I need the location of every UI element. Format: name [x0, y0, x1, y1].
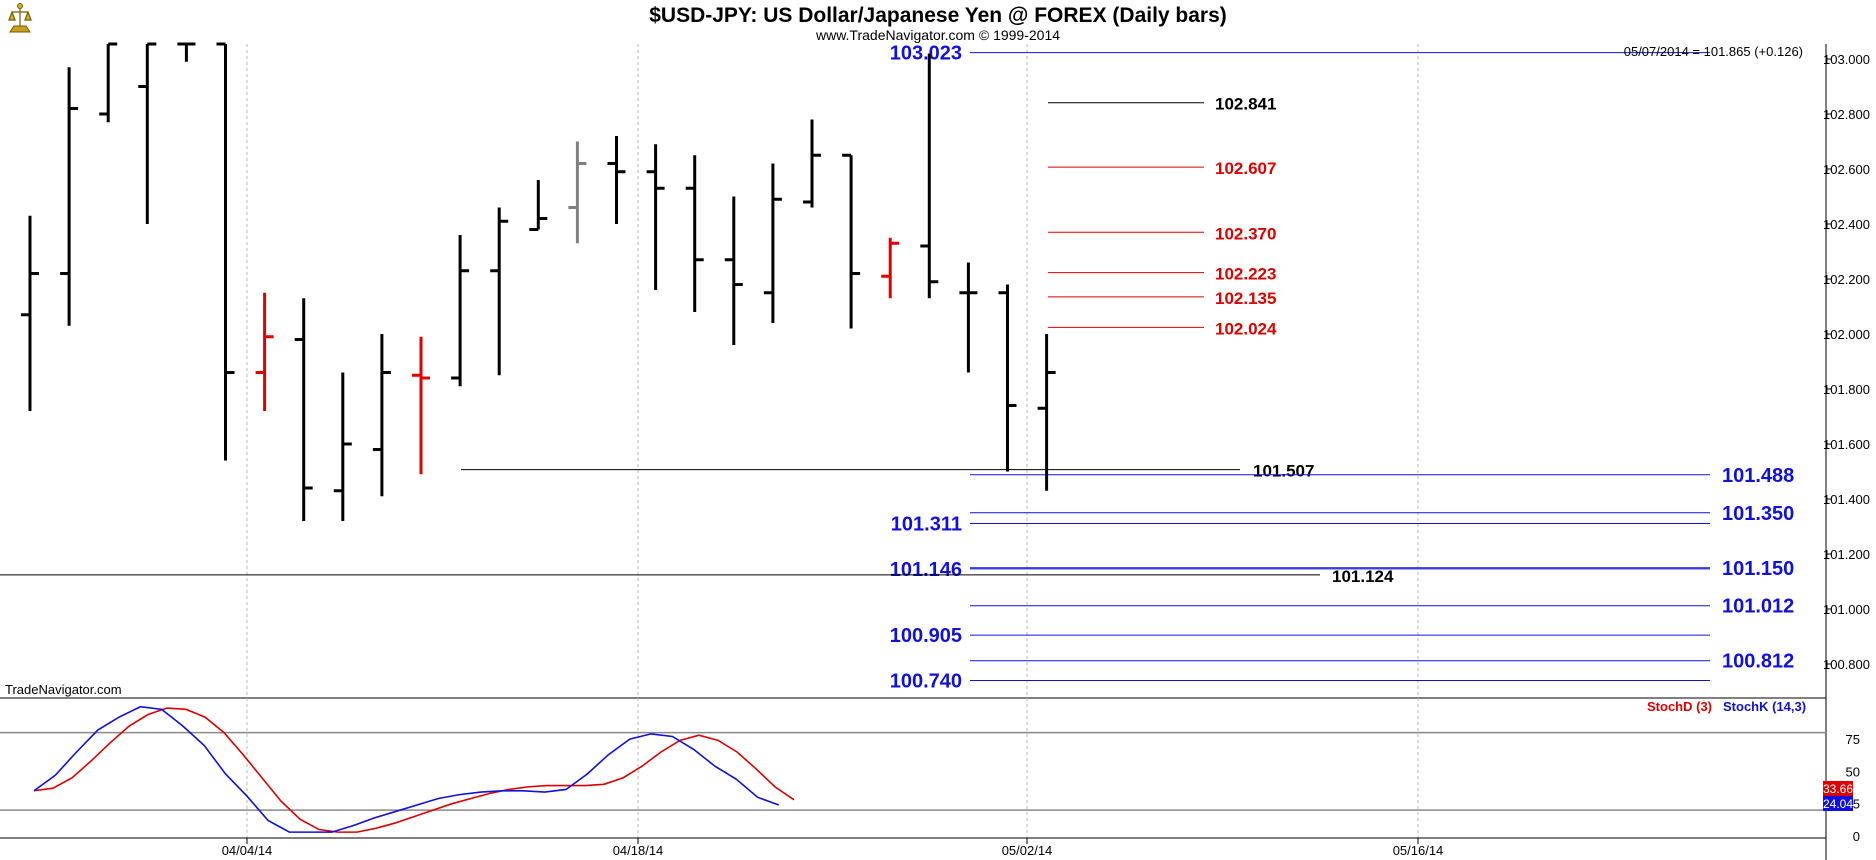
level-label: 102.607: [1215, 159, 1276, 178]
ohlc-bar: [1037, 334, 1056, 491]
level-label: 100.905: [890, 625, 962, 647]
stochk-line: [33, 705, 780, 833]
ohlc-bar: [99, 42, 118, 123]
ohlc-bar: [21, 215, 39, 411]
y-tick-label: 102.000: [1823, 327, 1870, 342]
stochastic-grid: [0, 698, 1826, 836]
price-levels: 103.023 102.841 102.607 102.370 102.223 102.1…: [0, 43, 1794, 693]
stochastic-panel: 7550250 StochD (3) StochK (14,3) 33.66 2…: [0, 697, 1860, 844]
level-label: 102.135: [1215, 289, 1276, 308]
y-tick-label: 102.200: [1823, 272, 1870, 287]
y-tick-label: 101.800: [1823, 382, 1870, 397]
level-label: 102.841: [1215, 95, 1276, 114]
y-tick-label: 100.800: [1823, 657, 1870, 672]
y-tick-label: 102.800: [1823, 107, 1870, 122]
level-label: 102.223: [1215, 265, 1276, 284]
y-tick-label: 102.400: [1823, 217, 1870, 232]
y-tick-label: 103.000: [1823, 52, 1870, 67]
ohlc-bar: [372, 334, 391, 497]
badge-stochk: 24.04: [1823, 796, 1853, 811]
ohlc-bar: [294, 298, 313, 521]
x-tick-label: 05/02/14: [1002, 843, 1053, 858]
level-label: 100.812: [1722, 651, 1794, 673]
header: $USD-JPY: US Dollar/Japanese Yen @ FOREX…: [6, 2, 1227, 43]
level-label: 101.488: [1722, 465, 1794, 487]
legend-stochk: StochK (14,3): [1723, 699, 1806, 714]
legend-stochd: StochD (3): [1647, 699, 1712, 714]
ohlc-bar: [451, 235, 470, 387]
level-label: 101.124: [1332, 567, 1394, 586]
ohlc-bar: [333, 372, 352, 521]
stochd-line: [33, 707, 795, 833]
ohlc-bar: [803, 119, 821, 208]
ohlc-bar: [881, 237, 900, 299]
x-tick-label: 04/04/14: [222, 843, 273, 858]
badge-stochk-value: 24.04: [1823, 797, 1853, 811]
badge-stochd: 33.66: [1823, 781, 1853, 796]
ohlc-bar: [959, 262, 978, 373]
y-tick-label: 101.400: [1823, 492, 1870, 507]
level-label: 103.023: [890, 43, 962, 65]
level-label: 102.370: [1215, 224, 1276, 243]
last-quote: 05/07/2014 = 101.865 (+0.126): [1624, 44, 1803, 59]
level-label: 101.311: [891, 513, 962, 535]
stoch-tick-label: 75: [1846, 732, 1860, 747]
ohlc-bar: [998, 284, 1017, 472]
y-tick-label: 101.000: [1823, 602, 1870, 617]
ohlc-bar: [60, 67, 79, 326]
x-tick-label: 05/16/14: [1393, 843, 1444, 858]
x-tick-label: 04/18/14: [613, 843, 664, 858]
ohlc-bar: [763, 163, 782, 323]
ohlc-bar: [568, 141, 587, 244]
badge-stochd-value: 33.66: [1823, 782, 1853, 796]
ohlc-bar: [646, 144, 665, 290]
level-label: 101.146: [890, 559, 962, 581]
chart-subtitle: www.TradeNavigator.com © 1999-2014: [815, 27, 1060, 43]
level-label: 101.150: [1722, 558, 1794, 580]
ohlc-bars: [21, 42, 1056, 521]
watermark: TradeNavigator.com: [5, 682, 122, 697]
chart-title: $USD-JPY: US Dollar/Japanese Yen @ FOREX…: [649, 4, 1227, 27]
level-label: 101.350: [1722, 503, 1794, 525]
y-tick-label: 102.600: [1823, 162, 1870, 177]
price-panel: 103.000 102.800 102.600 102.400 102.200 102.0…: [0, 42, 1870, 860]
ohlc-bar: [216, 42, 235, 461]
ohlc-bar: [607, 136, 626, 224]
price-axis: 103.000 102.800 102.600 102.400 102.200 102.0…: [1823, 52, 1870, 672]
stoch-tick-label: 0: [1853, 829, 1860, 844]
y-tick-label: 101.200: [1823, 547, 1870, 562]
stochastic-lines: [33, 705, 795, 833]
ohlc-bar: [529, 180, 548, 231]
ohlc-bar: [177, 42, 196, 62]
ohlc-bar: [685, 155, 704, 312]
ohlc-bar: [724, 196, 743, 345]
y-tick-label: 101.600: [1823, 437, 1870, 452]
date-axis: 04/04/14 04/18/14 05/02/14 05/16/14: [0, 837, 1826, 858]
ohlc-bar: [412, 336, 430, 475]
stoch-tick-label: 50: [1846, 764, 1860, 779]
trading-logo-icon[interactable]: [6, 2, 38, 36]
level-label: 100.740: [890, 671, 962, 693]
ohlc-bar: [255, 292, 274, 411]
level-label: 101.012: [1722, 596, 1794, 618]
level-label: 101.507: [1253, 462, 1314, 481]
ohlc-bar: [842, 153, 861, 329]
level-label: 102.024: [1215, 319, 1277, 338]
ohlc-bar: [138, 42, 157, 224]
ohlc-bar: [490, 207, 509, 376]
ohlc-bar: [920, 53, 939, 299]
